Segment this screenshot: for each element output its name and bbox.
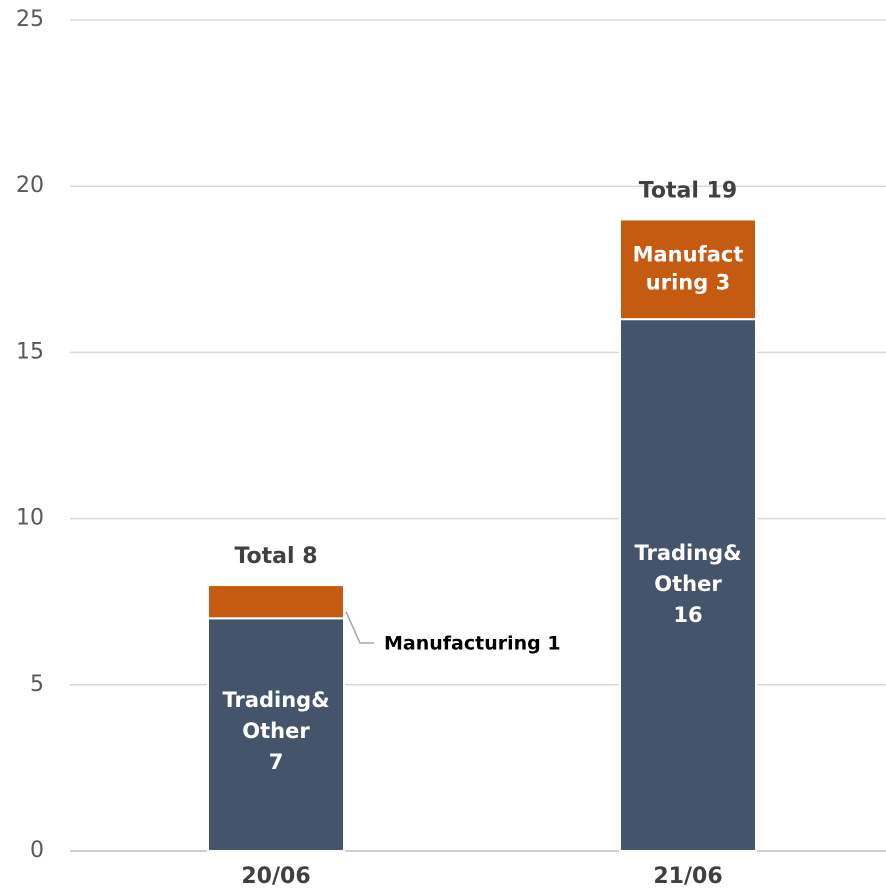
gridlines <box>70 19 886 852</box>
data-label-manufacturing: Manufacturing 1 <box>384 633 561 655</box>
y-tick-label: 15 <box>16 339 44 364</box>
x-tick-label: 21/06 <box>653 864 722 889</box>
bar-trading-other <box>619 318 757 853</box>
data-label-trading-other: 16 <box>673 603 702 627</box>
callout-leader-line <box>345 611 374 644</box>
bar-manufacturing <box>207 584 345 620</box>
data-label-trading-other: Other <box>654 572 722 596</box>
data-labels: Total 8 Total 19 Trading&Other 7 Trading&Oth… <box>222 178 743 774</box>
y-tick-label: 25 <box>16 7 44 32</box>
x-tick-label: 20/06 <box>241 864 310 889</box>
data-label-trading-other: Trading& <box>222 688 329 712</box>
y-tick-label: 20 <box>16 173 44 198</box>
total-label: Total 19 <box>639 178 737 203</box>
data-label-trading-other: 7 <box>269 750 284 774</box>
x-axis: 20/06 21/06 <box>241 864 722 889</box>
bar-manufacturing <box>619 218 757 321</box>
data-label-manufacturing: uring 3 <box>646 270 730 294</box>
data-label-trading-other: Other <box>242 719 310 743</box>
y-tick-label: 0 <box>30 838 44 863</box>
bar-trading-other <box>207 617 345 852</box>
total-label: Total 8 <box>234 544 317 569</box>
bars <box>207 218 757 853</box>
data-label-manufacturing: Manufact <box>633 242 744 266</box>
y-tick-label: 10 <box>16 506 44 531</box>
data-label-trading-other: Trading& <box>634 541 741 565</box>
y-axis: 0 5 10 15 20 25 <box>16 7 44 863</box>
y-tick-label: 5 <box>30 672 44 697</box>
